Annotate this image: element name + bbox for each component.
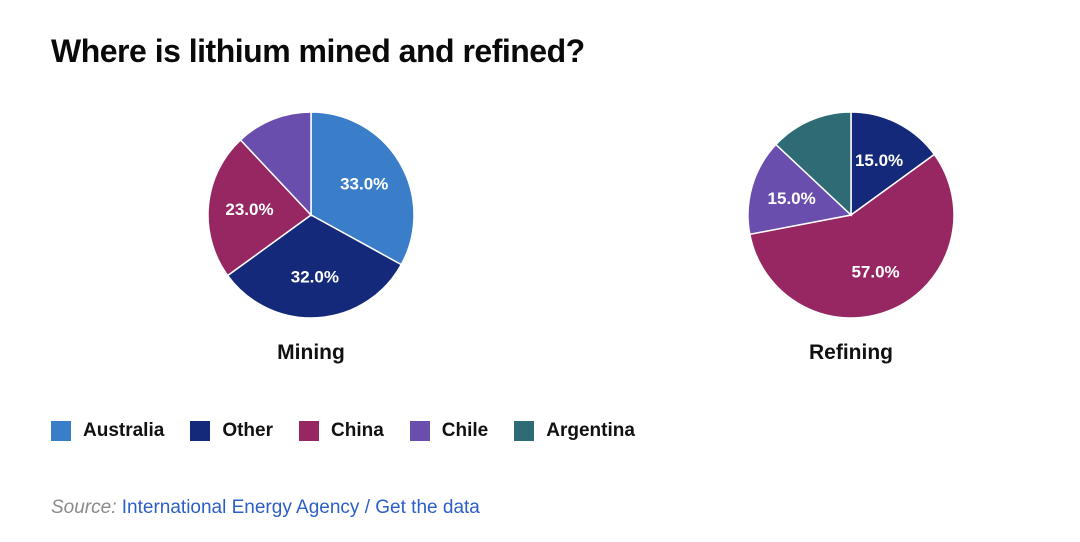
pie-slice-argentina [774,111,852,217]
legend-item-argentina: Argentina [514,420,635,442]
slice-label-china: 57.0% [851,263,899,282]
pie-title-mining: Mining [277,341,345,364]
legend-label-china: China [331,420,384,441]
pie-slice-chile [239,111,312,217]
legend-item-other: Other [190,420,273,442]
slice-label-other: 15.0% [855,151,903,170]
legend: Australia Other China Chile Argentina [51,420,661,442]
pie-slice-other [226,214,403,319]
slice-label-other: 32.0% [291,268,339,287]
pie-charts: 33.0% 32.0% 23.0% Mining 15.0% 57.0% 15.0% Ref… [207,111,955,364]
legend-label-chile: Chile [441,420,489,441]
legend-item-china: China [299,420,384,442]
legend-item-chile: Chile [409,420,489,442]
pie-slice-australia [310,111,415,266]
legend-label-other: Other [222,420,273,441]
legend-swatch-china [299,421,319,441]
mining-pie: 33.0% 32.0% 23.0% Mining [207,111,415,364]
legend-label-australia: Australia [83,420,165,441]
legend-swatch-other [190,421,211,441]
legend-swatch-chile [409,421,430,441]
slice-label-china: 23.0% [225,200,273,219]
legend-swatch-argentina [514,421,535,441]
get-the-data-link[interactable]: Get the data [375,497,480,518]
chart-title: Where is lithium mined and refined? [51,33,585,69]
source-prefix: Source: [51,497,117,518]
source-separator: / [364,497,370,518]
pie-slice-chile [747,143,853,236]
refining-pie: 15.0% 57.0% 15.0% Refining [747,111,955,364]
slice-label-australia: 33.0% [340,175,388,194]
pie-slice-china [748,153,955,319]
source-line: Source: International Energy Agency / Ge… [51,497,480,519]
slice-label-chile: 15.0% [768,189,816,208]
pie-title-refining: Refining [809,341,893,364]
legend-label-argentina: Argentina [546,420,635,441]
pie-slice-other [850,111,936,217]
pie-slice-china [207,138,313,277]
legend-item-australia: Australia [51,420,164,442]
source-link[interactable]: International Energy Agency [121,497,360,518]
legend-swatch-australia [51,421,71,441]
